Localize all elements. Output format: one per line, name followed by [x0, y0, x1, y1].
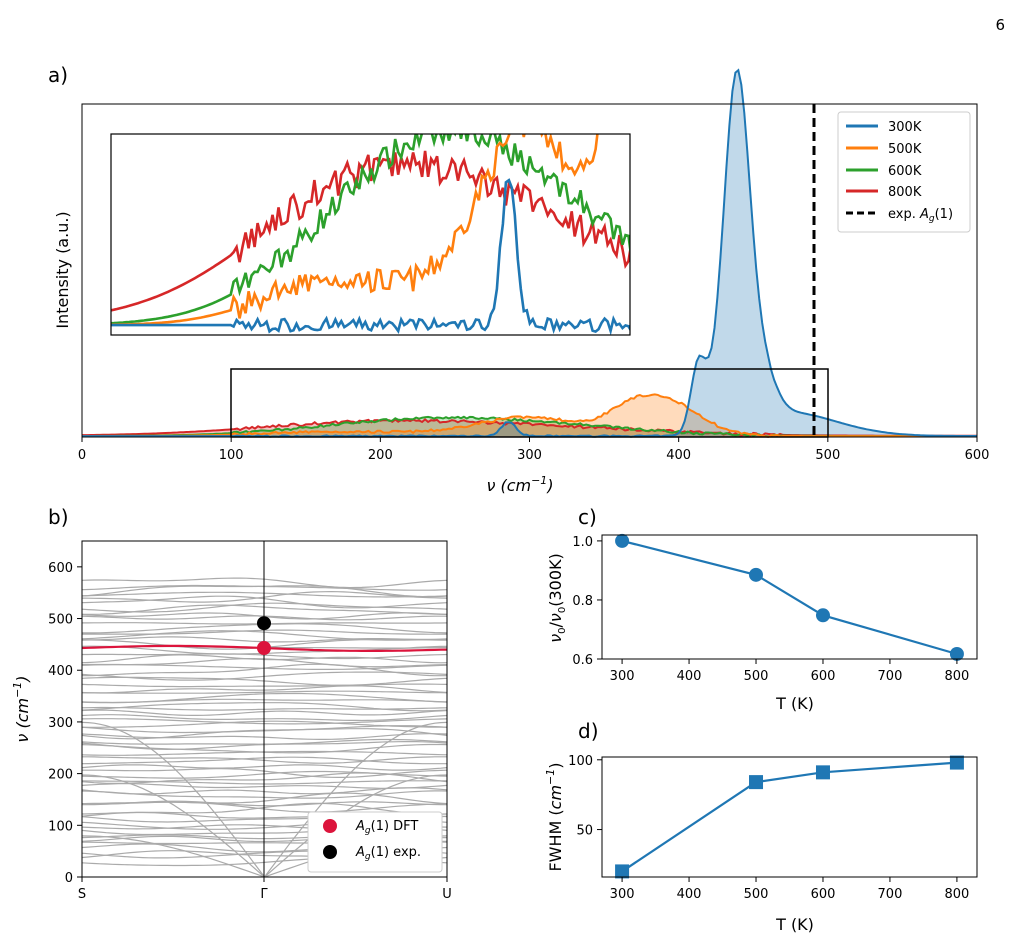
panel-a-xticks: 0 100 200 300 400 500 600: [78, 437, 990, 463]
panel-c-xlabel: T (K): [775, 694, 814, 713]
data-point: [949, 755, 964, 770]
b-ytick-label: 200: [48, 768, 73, 783]
xtick-label: 400: [677, 669, 702, 684]
data-point: [949, 646, 964, 661]
a-xtick-label: 400: [666, 448, 691, 463]
inset-line-300k: [111, 178, 630, 335]
inset: [111, 134, 630, 335]
inset-frame: [110, 133, 631, 336]
legend-ag-exp: Ag(1) exp.: [355, 845, 421, 862]
b-ytick-label: 300: [48, 716, 73, 731]
b-ytick-label: 0: [65, 871, 73, 886]
panel-b-ylabel: ν (cm−1): [11, 675, 32, 742]
legend-swatch-dft: [323, 819, 337, 833]
ytick-label: 0.8: [572, 594, 593, 609]
legend-300k: 300K: [888, 120, 922, 135]
panel-c-frame: [601, 534, 978, 660]
kpoint-u: U: [442, 887, 452, 902]
ytick-label: 1.0: [572, 535, 593, 550]
area-300k: [82, 70, 977, 437]
panel-c-ylabel: ν0/ν0(300K): [546, 553, 568, 643]
panel-d-ticks: 300 400 500 600 700 800 50 100: [568, 754, 969, 902]
xtick-label: 300: [610, 669, 635, 684]
series-line: [621, 761, 957, 873]
panel-c-ticks: 300 400 500 600 700 800 0.6 0.8 1.0: [572, 535, 969, 684]
xtick-label: 400: [677, 887, 702, 902]
data-point: [615, 864, 630, 879]
panel-d-ylabel: FWHM (cm−1): [544, 762, 565, 871]
panel-d-xlabel: T (K): [775, 915, 814, 934]
legend-800k: 800K: [888, 185, 922, 200]
xtick-label: 800: [944, 669, 969, 684]
b-ytick-label: 600: [48, 561, 73, 576]
phonon-band: [82, 721, 447, 877]
panel-d-series: [615, 755, 964, 879]
ytick-label: 50: [576, 824, 593, 839]
legend-500k: 500K: [888, 142, 922, 157]
legend-600k: 600K: [888, 164, 922, 179]
area-800k: [82, 419, 977, 437]
xtick-label: 600: [811, 669, 836, 684]
a-xtick-label: 0: [78, 448, 86, 463]
xtick-label: 500: [744, 669, 769, 684]
ag-dft-point: [257, 641, 271, 656]
xtick-label: 800: [944, 887, 969, 902]
panel-c: c) 300 400 500 600 700 800 0.6 0.8 1.0 T (K) ν0/…: [546, 505, 978, 713]
legend-box: [837, 111, 971, 233]
b-ytick-label: 400: [48, 664, 73, 679]
panel-a-xlabel: ν (cm−1): [486, 474, 553, 495]
xtick-label: 500: [744, 887, 769, 902]
ytick-label: 0.6: [572, 653, 593, 668]
panel-d-label: d): [578, 719, 599, 743]
inset-line-800k: [111, 150, 630, 312]
panel-a-legend: 300K 500K 600K 800K exp. Ag(1): [837, 111, 971, 233]
panel-a-ylabel: Intensity (a.u.): [53, 211, 72, 328]
data-point: [615, 533, 630, 548]
b-ytick-label: 500: [48, 613, 73, 628]
panel-a-label: a): [48, 63, 68, 87]
panel-c-label: c): [578, 505, 597, 529]
a-xtick-label: 200: [368, 448, 393, 463]
a-xtick-label: 600: [965, 448, 990, 463]
b-ytick-label: 100: [48, 819, 73, 834]
ag-exp-point: [257, 616, 271, 631]
panel-b-legend: Ag(1) DFT Ag(1) exp.: [307, 811, 443, 873]
xtick-label: 700: [878, 669, 903, 684]
inset-lines: [111, 134, 630, 335]
data-point: [815, 765, 830, 780]
panel-a: a) 0 100 200 300 400 500 600 ν (cm−1) Intensit…: [48, 63, 990, 495]
legend-swatch-exp-b: [323, 845, 337, 859]
area-500k: [82, 394, 977, 437]
kpoint-s: S: [78, 887, 86, 902]
inset-line-600k: [111, 134, 630, 325]
a-xtick-label: 300: [517, 448, 542, 463]
xtick-label: 600: [811, 887, 836, 902]
xtick-label: 300: [610, 887, 635, 902]
panel-b: b) 0 100 200 300 400 500 600 S Γ U ν (cm−1) Ag…: [11, 505, 452, 902]
kpoint-gamma: Γ: [260, 887, 268, 902]
ytick-label: 100: [568, 754, 593, 769]
a-xtick-label: 500: [815, 448, 840, 463]
page-number: 6: [995, 16, 1005, 34]
a-xtick-label: 100: [219, 448, 244, 463]
data-point: [815, 608, 830, 623]
legend-box-b: [307, 811, 443, 873]
panel-d-frame: [601, 756, 978, 878]
panel-c-series: [615, 533, 964, 661]
inset-line-500k: [111, 134, 599, 327]
panel-b-label: b): [48, 505, 69, 529]
legend-exp: exp. Ag(1): [888, 207, 953, 224]
series-line: [621, 539, 958, 656]
panel-b-yticks: 0 100 200 300 400 500 600: [48, 561, 448, 886]
data-point: [749, 567, 764, 582]
xtick-label: 700: [878, 887, 903, 902]
legend-ag-dft: Ag(1) DFT: [355, 819, 418, 836]
data-point: [749, 775, 764, 790]
panel-d: d) 300 400 500 600 700 800 50 100 T (K) FWHM (c…: [544, 719, 978, 934]
